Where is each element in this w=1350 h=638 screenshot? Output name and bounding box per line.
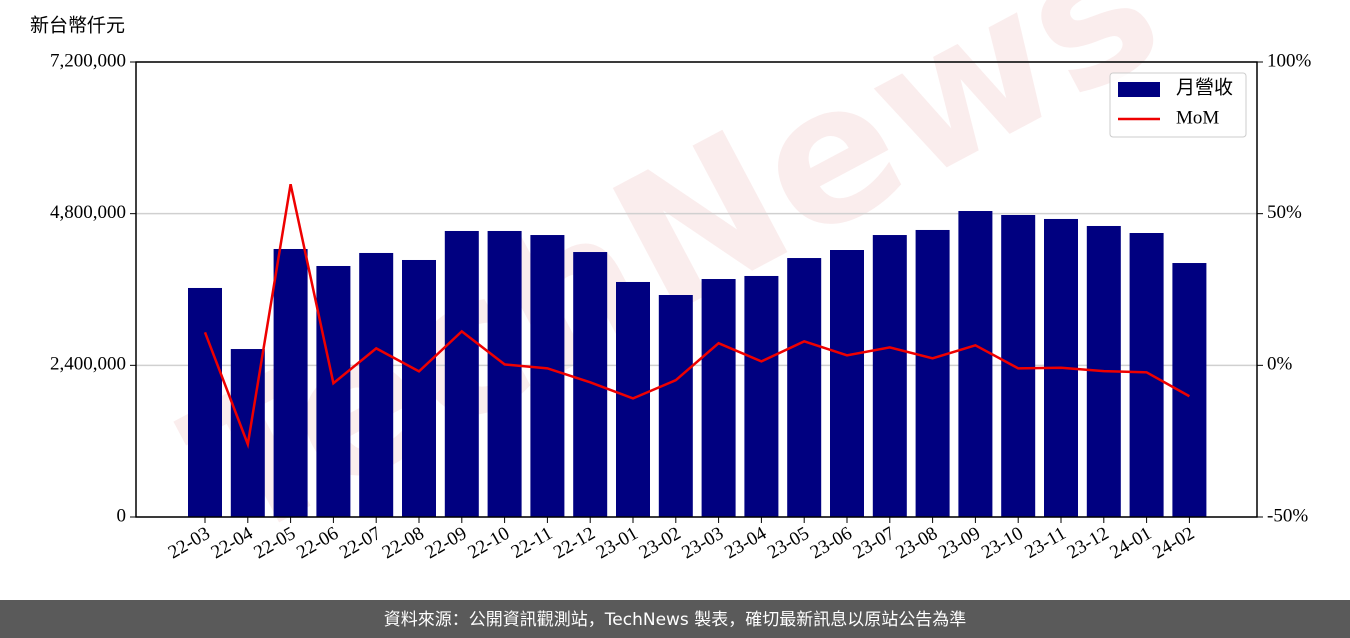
bar [958,211,993,517]
x-tick-label: 23-02 [636,523,685,563]
bar [744,275,779,517]
legend-label: MoM [1176,107,1219,128]
legend-label: 月營收 [1176,76,1233,98]
bar [359,252,394,517]
legend-swatch [1118,82,1160,97]
x-tick-label: 22-09 [422,523,471,563]
y2-tick-label: 100% [1267,50,1312,71]
bar [658,294,693,517]
x-tick-label: 23-08 [892,523,941,563]
x-tick-label: 23-10 [978,523,1027,563]
plot-frame [135,61,1258,518]
bar [573,252,608,517]
bar [915,229,950,518]
bar [701,279,736,517]
x-tick-label: 23-06 [807,523,856,563]
y2-tick-label: -50% [1267,505,1308,526]
footer-text: 資料來源：公開資訊觀測站，TechNews 製表，確切最新訊息以原站公告為準 [384,610,966,630]
bar [787,258,822,517]
y-tick-label: 2,400,000 [50,354,126,375]
bar [1001,214,1036,517]
x-tick-label: 22-08 [379,523,428,563]
y2-tick-label: 50% [1267,202,1302,223]
x-tick-label: 23-07 [850,523,899,563]
y-tick-label: 4,800,000 [50,202,126,223]
y-tick-label: 0 [117,505,127,526]
bar [487,230,522,518]
x-tick-label: 23-03 [678,523,727,563]
x-tick-label: 23-05 [764,523,813,563]
bar [872,235,907,518]
x-tick-label: 23-11 [1021,523,1069,563]
x-tick-label: 22-12 [550,523,599,563]
bar [402,259,436,517]
y2-tick-label: 0% [1267,354,1293,375]
x-tick-label: 22-03 [165,523,214,563]
legend: 月營收 MoM [1109,72,1247,138]
x-tick-label: 22-10 [464,523,513,563]
footer-bar [0,600,1350,638]
y-axis-label: 新台幣仟元 [30,14,125,36]
bar [530,235,565,518]
x-tick-label: 23-04 [721,523,770,564]
x-tick-label: 23-01 [593,523,642,563]
line [203,183,1191,449]
bar [1129,233,1164,518]
x-tick-label: 23-12 [1064,523,1113,563]
bar [273,248,308,517]
x-tick-label: 24-02 [1149,523,1198,563]
x-tick-label: 24-01 [1106,523,1155,563]
bar [444,230,479,518]
x-tick-label: 23-09 [935,523,984,563]
x-tick-label: 22-11 [508,523,556,563]
bar [830,250,864,517]
bar [188,287,222,517]
bar [316,265,351,517]
y-tick-label: 7,200,000 [50,50,126,71]
